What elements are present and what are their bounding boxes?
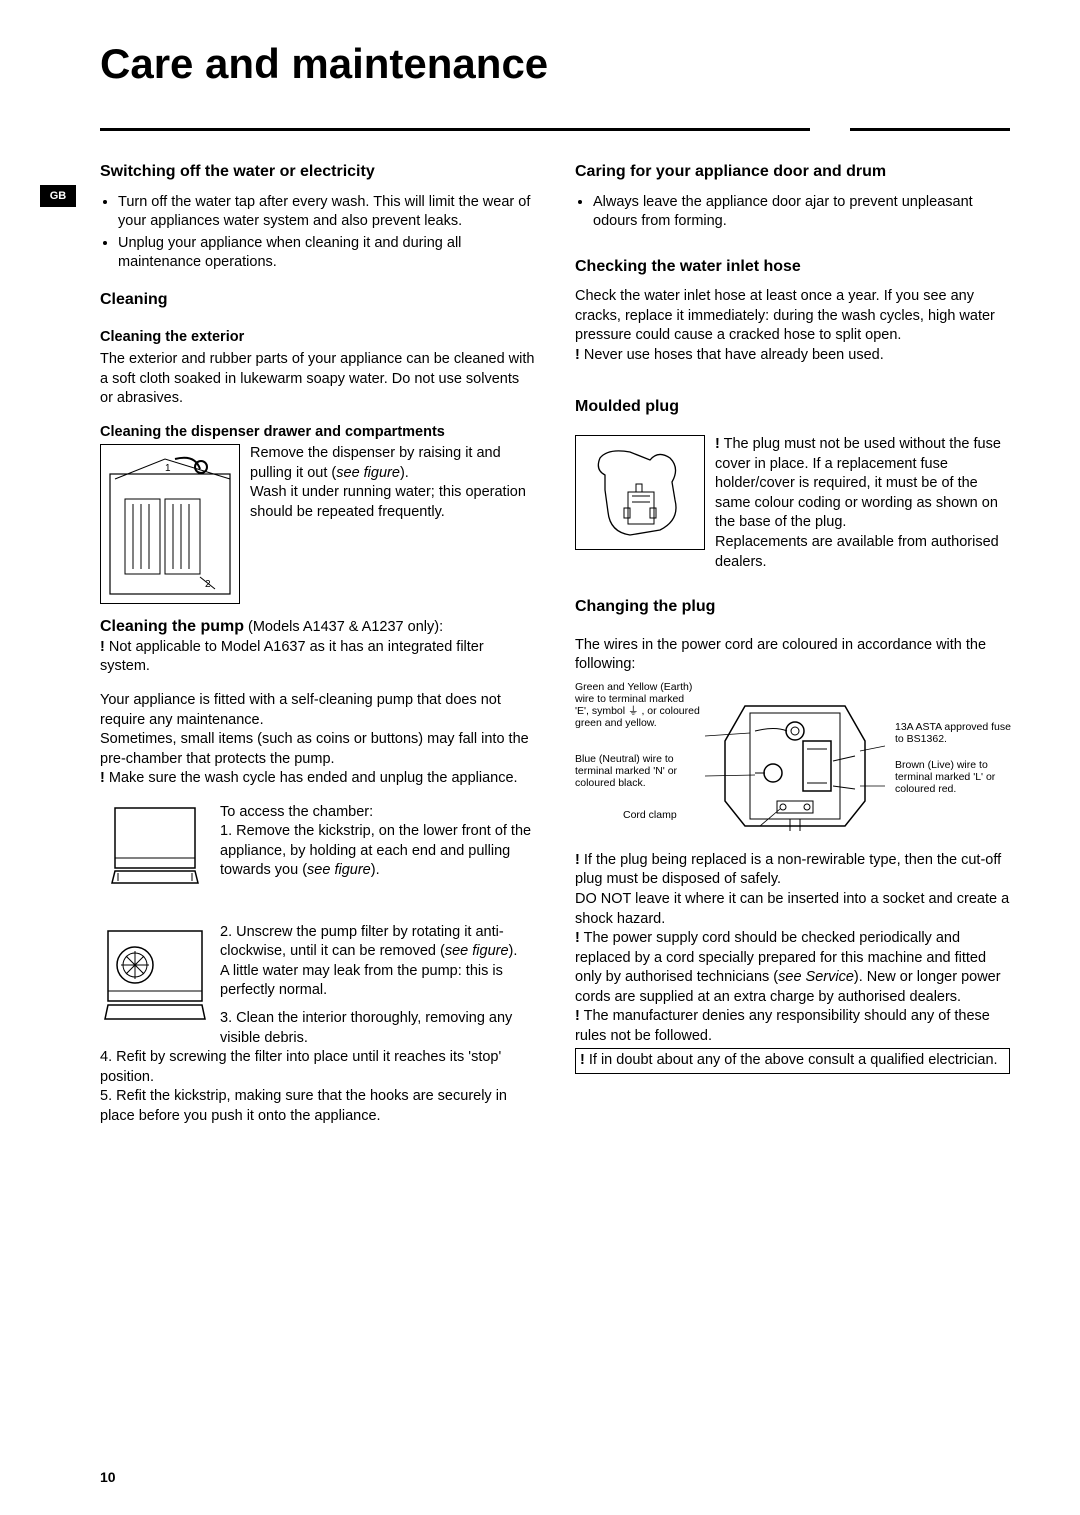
para: Check the water inlet hose at least once… [575, 287, 1010, 346]
page-number: 10 [100, 1469, 116, 1485]
text: 5. Refit the kickstrip, making sure that… [100, 1087, 535, 1126]
para: Sometimes, small items (such as coins or… [100, 730, 535, 769]
para-exterior: The exterior and rubber parts of your ap… [100, 350, 535, 409]
see-figure: see figure [445, 943, 509, 959]
wiring-diagram: Green and Yellow (Earth) wire to termina… [575, 681, 1010, 851]
heading-pump: Cleaning the pump (Models A1437 & A1237 … [100, 616, 535, 638]
locale-badge: GB [40, 185, 76, 207]
para: The wires in the power cord are coloured… [575, 636, 1010, 675]
text: If the plug being replaced is a non-rewi… [575, 852, 1001, 888]
text: If in doubt about any of the above consu… [585, 1052, 998, 1068]
left-column: Switching off the water or electricity T… [100, 161, 535, 1126]
right-column: Caring for your appliance door and drum … [575, 161, 1010, 1126]
text: ). [400, 465, 409, 481]
para: ! The power supply cord should be checke… [575, 929, 1010, 1007]
content-columns: Switching off the water or electricity T… [100, 161, 1010, 1126]
see-figure: see figure [307, 862, 371, 878]
heading-inlet: Checking the water inlet hose [575, 256, 1010, 278]
heading-cleaning: Cleaning [100, 289, 535, 311]
svg-text:2: 2 [205, 579, 211, 590]
heading-changing: Changing the plug [575, 596, 1010, 618]
para: ! If the plug being replaced is a non-re… [575, 851, 1010, 890]
text: Replacements are available from authoris… [715, 533, 1010, 572]
heading-moulded: Moulded plug [575, 396, 1010, 418]
text: ). [371, 862, 380, 878]
svg-text:1: 1 [165, 463, 171, 474]
list-item: Always leave the appliance door ajar to … [593, 193, 1010, 232]
switching-bullets: Turn off the water tap after every wash.… [100, 193, 535, 273]
heading-exterior: Cleaning the exterior [100, 328, 535, 348]
dispenser-block: 1 2 Remove the dispenser by raising it a… [100, 444, 535, 608]
see-service: see Service [778, 969, 854, 985]
para: ! Never use hoses that have already been… [575, 346, 1010, 366]
para: ! The manufacturer denies any responsibi… [575, 1007, 1010, 1046]
wiring-figure [705, 701, 885, 831]
label-neutral: Blue (Neutral) wire to terminal marked '… [575, 753, 700, 789]
label-earth: Green and Yellow (Earth) wire to termina… [575, 681, 700, 729]
page-title: Care and maintenance [100, 40, 1010, 88]
heading-caring: Caring for your appliance door and drum [575, 161, 1010, 183]
text: The manufacturer denies any responsibili… [575, 1008, 990, 1044]
filter-block: 2. Unscrew the pump filter by rotating i… [100, 923, 535, 1048]
text: The plug must not be used without the fu… [715, 436, 1001, 530]
text: Cleaning the pump [100, 618, 244, 635]
plug-figure [575, 435, 705, 550]
para: DO NOT leave it where it can be inserted… [575, 890, 1010, 929]
heading-dispenser: Cleaning the dispenser drawer and compar… [100, 423, 535, 443]
label-fuse: 13A ASTA approved fuse to BS1362. [895, 721, 1015, 745]
list-item: Turn off the water tap after every wash.… [118, 193, 535, 232]
text: Make sure the wash cycle has ended and u… [105, 770, 518, 786]
text: 4. Refit by screwing the filter into pla… [100, 1048, 535, 1087]
see-figure: see figure [336, 465, 400, 481]
caring-bullets: Always leave the appliance door ajar to … [575, 193, 1010, 232]
label-live: Brown (Live) wire to terminal marked 'L'… [895, 759, 1015, 795]
label-clamp: Cord clamp [623, 809, 677, 821]
filter-figure [100, 923, 210, 1033]
list-item: Unplug your appliance when cleaning it a… [118, 234, 535, 273]
heading-switching: Switching off the water or electricity [100, 161, 535, 183]
para: ! Make sure the wash cycle has ended and… [100, 769, 535, 789]
boxed-warning: ! If in doubt about any of the above con… [575, 1048, 1010, 1074]
moulded-text: ! The plug must not be used without the … [715, 435, 1010, 572]
para: Your appliance is fitted with a self-cle… [100, 691, 535, 730]
kickstrip-figure [100, 803, 210, 903]
text: ). [509, 943, 518, 959]
moulded-block: ! The plug must not be used without the … [575, 435, 1010, 572]
divider [100, 128, 1010, 131]
kickstrip-block: To access the chamber: 1. Remove the kic… [100, 803, 535, 907]
text: Not applicable to Model A1637 as it has … [100, 639, 484, 675]
text: (Models A1437 & A1237 only): [244, 619, 443, 635]
dispenser-figure: 1 2 [100, 444, 240, 604]
text: Never use hoses that have already been u… [580, 347, 884, 363]
para: ! Not applicable to Model A1637 as it ha… [100, 638, 535, 677]
